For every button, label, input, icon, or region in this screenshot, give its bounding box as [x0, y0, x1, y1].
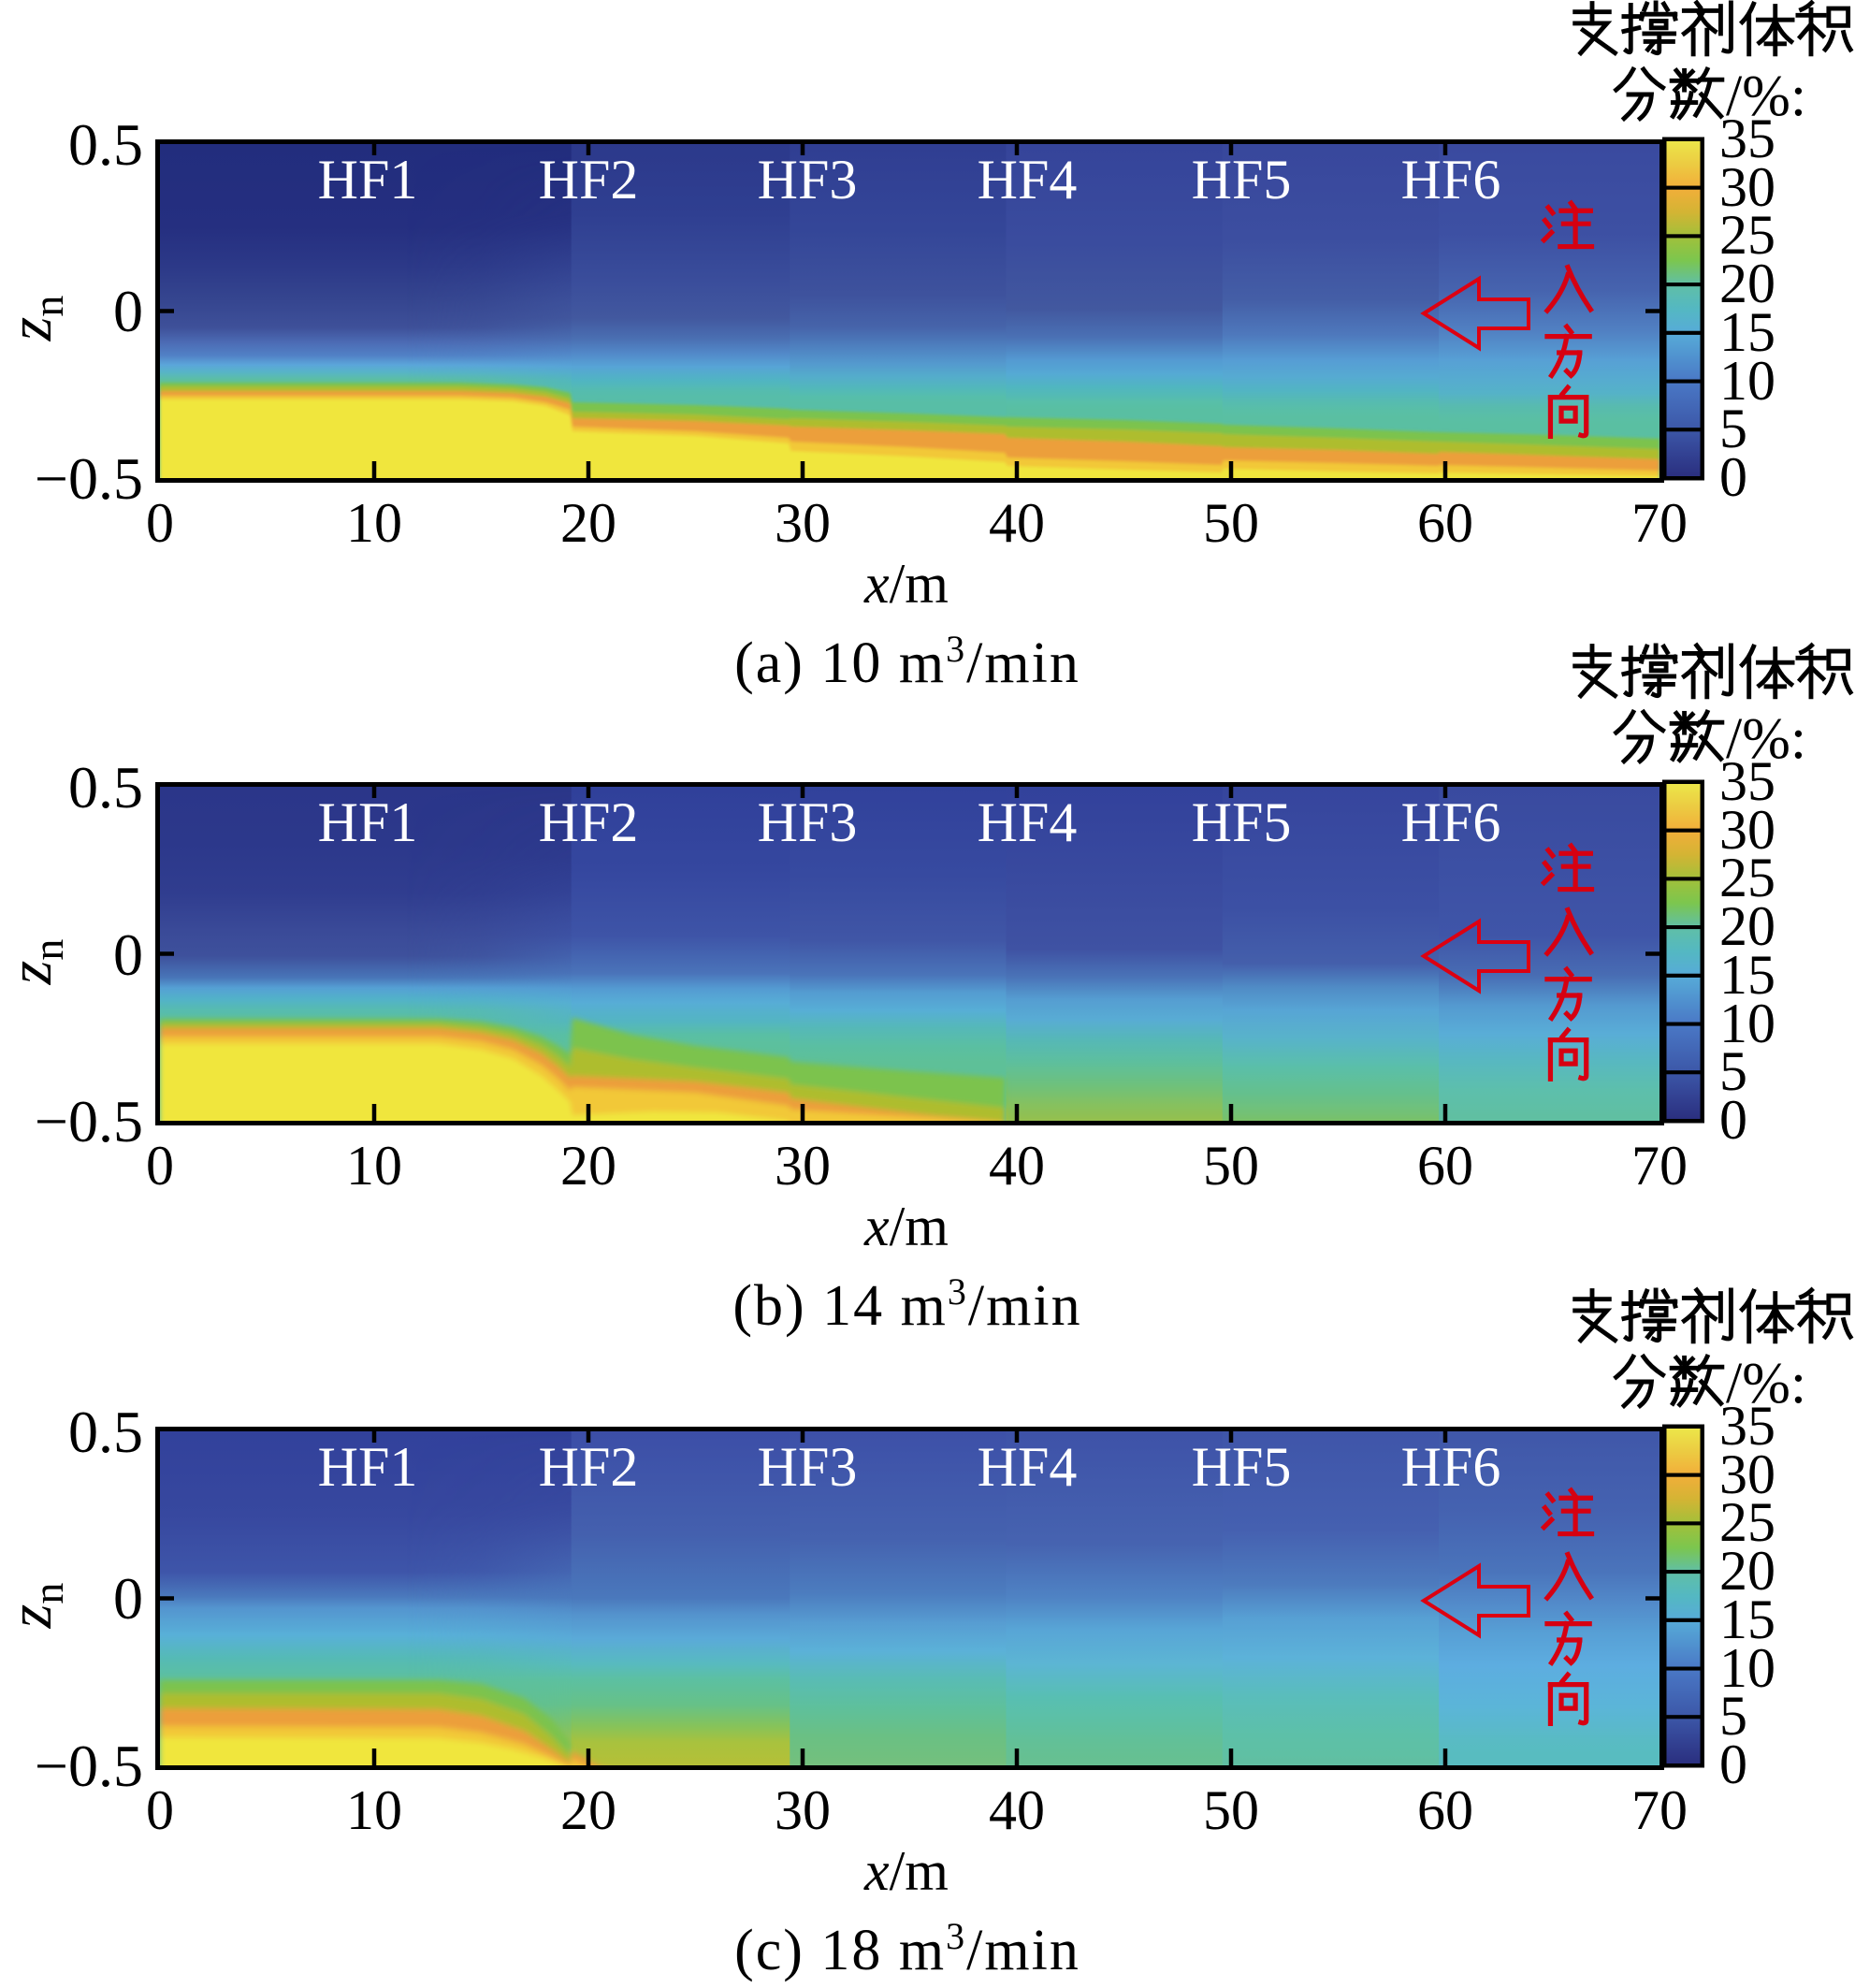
svg-text:x/m: x/m: [863, 1196, 949, 1257]
svg-text:0.5: 0.5: [68, 1399, 143, 1465]
svg-text:(c) 18 m3/min: (c) 18 m3/min: [734, 1915, 1080, 1982]
svg-text:20: 20: [1719, 253, 1775, 314]
svg-text:5: 5: [1719, 398, 1747, 459]
svg-text:0: 0: [113, 921, 143, 988]
svg-text:HF4: HF4: [978, 1436, 1078, 1498]
svg-text:(a) 10 m3/min: (a) 10 m3/min: [734, 628, 1080, 695]
svg-text:30: 30: [775, 1779, 831, 1841]
svg-text:HF4: HF4: [978, 791, 1078, 853]
svg-text:30: 30: [1719, 799, 1775, 861]
svg-text:0: 0: [1719, 1089, 1747, 1151]
svg-text:0: 0: [1719, 1734, 1747, 1795]
svg-text:HF2: HF2: [539, 791, 639, 853]
svg-text:40: 40: [989, 1779, 1045, 1841]
svg-text:70: 70: [1631, 492, 1688, 554]
svg-text:0: 0: [113, 278, 143, 344]
svg-text:10: 10: [1719, 350, 1775, 412]
svg-text:50: 50: [1203, 1779, 1259, 1841]
svg-text:/%:: /%:: [1726, 65, 1806, 128]
svg-text:10: 10: [1719, 1637, 1775, 1699]
svg-text:HF3: HF3: [758, 149, 858, 210]
svg-text:x/m: x/m: [863, 1840, 949, 1902]
svg-text:30: 30: [1719, 1444, 1775, 1505]
svg-text:HF5: HF5: [1192, 149, 1292, 210]
svg-text:60: 60: [1417, 492, 1473, 554]
svg-text:20: 20: [560, 492, 616, 554]
svg-text:HF1: HF1: [318, 149, 418, 210]
svg-text:5: 5: [1719, 1685, 1747, 1747]
svg-text:HF6: HF6: [1401, 149, 1501, 210]
svg-text:50: 50: [1203, 1135, 1259, 1197]
svg-text:30: 30: [775, 492, 831, 554]
svg-text:10: 10: [346, 1135, 402, 1197]
svg-text:70: 70: [1631, 1135, 1688, 1197]
svg-text:40: 40: [989, 1135, 1045, 1197]
svg-text:30: 30: [1719, 156, 1775, 218]
svg-text:HF5: HF5: [1192, 791, 1292, 853]
svg-text:40: 40: [989, 492, 1045, 554]
svg-text:15: 15: [1719, 301, 1775, 363]
svg-text:HF2: HF2: [539, 1436, 639, 1498]
svg-text:20: 20: [1719, 1540, 1775, 1602]
svg-text:10: 10: [346, 492, 402, 554]
svg-text:x/m: x/m: [863, 553, 949, 615]
svg-text:HF3: HF3: [758, 1436, 858, 1498]
svg-text:25: 25: [1719, 1491, 1775, 1553]
svg-text:0: 0: [146, 492, 174, 554]
svg-text:50: 50: [1203, 492, 1259, 554]
svg-text:/%:: /%:: [1726, 1352, 1806, 1415]
svg-text:60: 60: [1417, 1135, 1473, 1197]
svg-text:HF6: HF6: [1401, 791, 1501, 853]
svg-text:0: 0: [113, 1565, 143, 1632]
svg-text:20: 20: [560, 1135, 616, 1197]
svg-text:0.5: 0.5: [68, 754, 143, 820]
svg-text:10: 10: [346, 1779, 402, 1841]
svg-text:20: 20: [1719, 895, 1775, 957]
svg-text:−0.5: −0.5: [35, 1088, 143, 1154]
svg-text:HF1: HF1: [318, 1436, 418, 1498]
svg-text:70: 70: [1631, 1779, 1688, 1841]
svg-text:HF1: HF1: [318, 791, 418, 853]
svg-text:0: 0: [146, 1135, 174, 1197]
svg-text:60: 60: [1417, 1779, 1473, 1841]
svg-text:HF6: HF6: [1401, 1436, 1501, 1498]
svg-text:35: 35: [1719, 108, 1775, 169]
svg-text:0.5: 0.5: [68, 111, 143, 178]
svg-text:(b) 14 m3/min: (b) 14 m3/min: [732, 1270, 1081, 1338]
svg-text:HF4: HF4: [978, 149, 1078, 210]
svg-text:HF3: HF3: [758, 791, 858, 853]
svg-text:−0.5: −0.5: [35, 1733, 143, 1799]
svg-text:15: 15: [1719, 1589, 1775, 1650]
svg-text:25: 25: [1719, 847, 1775, 908]
svg-text:0: 0: [1719, 446, 1747, 508]
svg-text:HF5: HF5: [1192, 1436, 1292, 1498]
svg-text:35: 35: [1719, 750, 1775, 812]
svg-text:0: 0: [146, 1779, 174, 1841]
svg-text:5: 5: [1719, 1040, 1747, 1102]
svg-text:10: 10: [1719, 993, 1775, 1054]
svg-text:HF2: HF2: [539, 149, 639, 210]
svg-text:30: 30: [775, 1135, 831, 1197]
svg-text:20: 20: [560, 1779, 616, 1841]
svg-text:/%:: /%:: [1726, 707, 1806, 771]
svg-text:15: 15: [1719, 944, 1775, 1006]
svg-text:−0.5: −0.5: [35, 445, 143, 512]
svg-text:35: 35: [1719, 1395, 1775, 1457]
svg-text:25: 25: [1719, 204, 1775, 266]
